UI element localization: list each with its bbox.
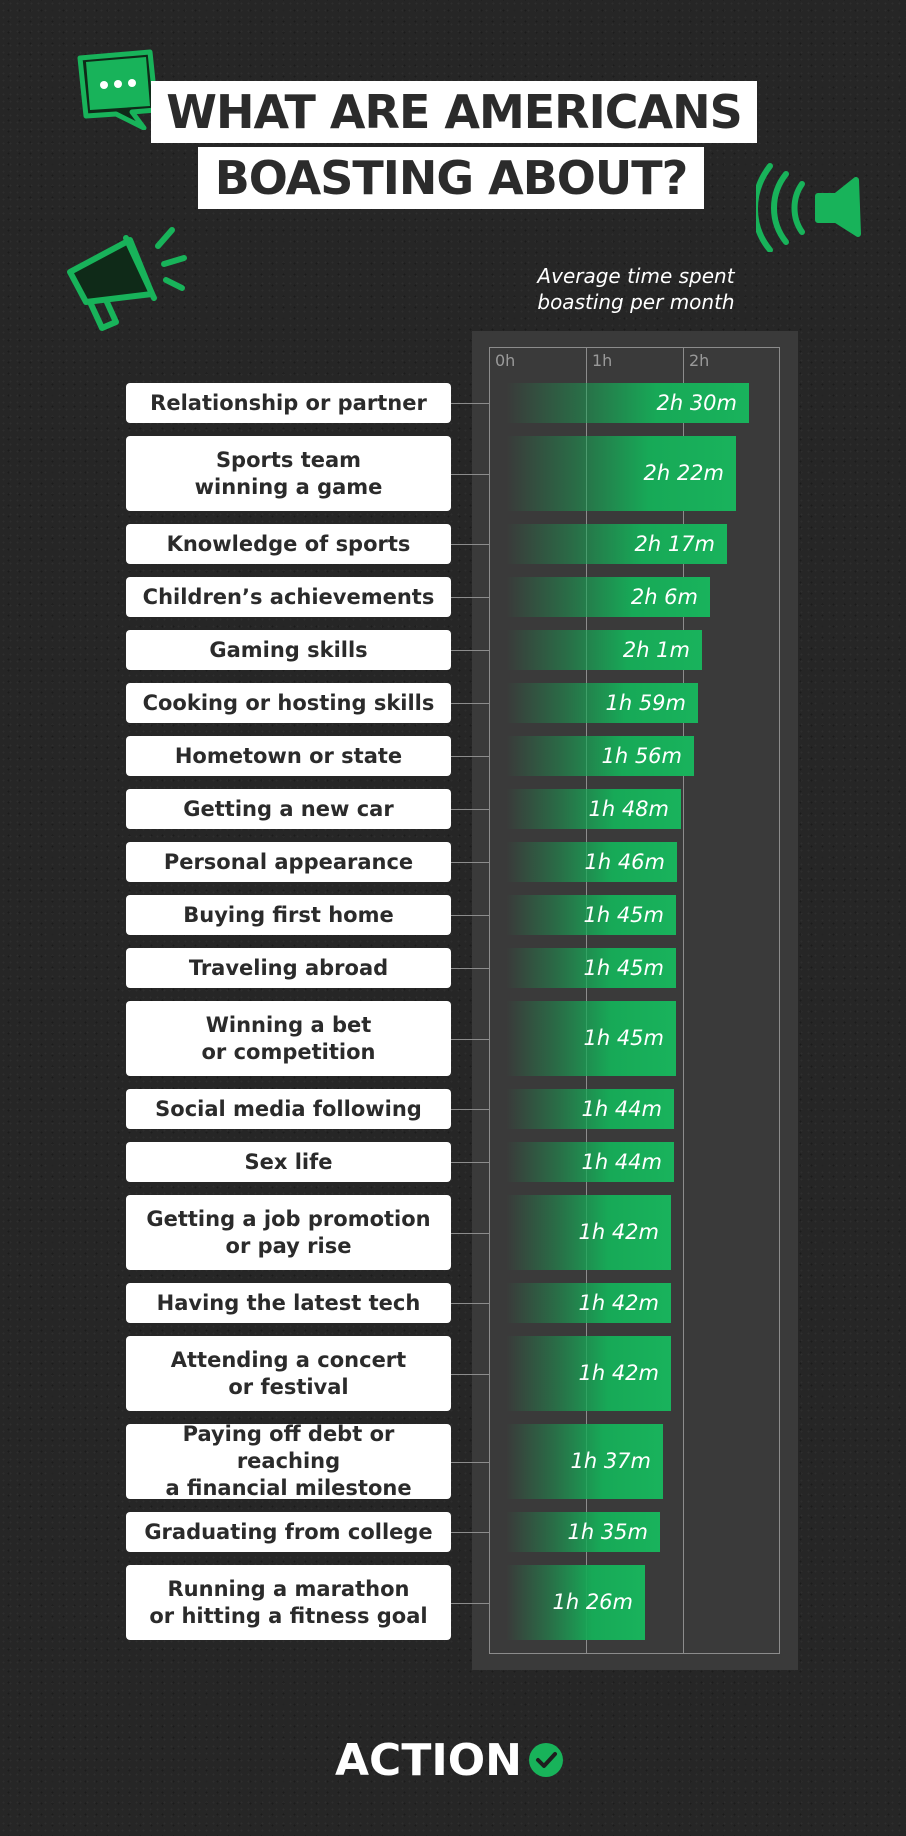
row-connector — [451, 1462, 489, 1463]
bar — [506, 630, 702, 670]
category-label: Sex life — [126, 1142, 451, 1182]
bar-value-label: 1h 59m — [605, 691, 686, 715]
title-line-2: BOASTING ABOUT? — [198, 147, 704, 209]
row-connector — [451, 1532, 489, 1533]
category-label: Personal appearance — [126, 842, 451, 882]
bar-value-label: 2h 1m — [622, 638, 690, 662]
bar — [506, 1089, 674, 1129]
bar-value-label: 1h 42m — [578, 1220, 659, 1244]
check-circle-icon — [528, 1743, 563, 1777]
row-connector — [451, 544, 489, 545]
bar-value-label: 2h 22m — [643, 461, 724, 485]
category-label: Children’s achievements — [126, 577, 451, 617]
row-connector — [451, 1039, 489, 1040]
bar-value-label: 1h 46m — [584, 850, 665, 874]
category-label: Attending a concert or festival — [126, 1336, 451, 1411]
category-label: Hometown or state — [126, 736, 451, 776]
x-tick-label: 2h — [689, 351, 710, 370]
bar — [506, 524, 727, 564]
bar — [506, 436, 736, 511]
category-label: Buying first home — [126, 895, 451, 935]
category-label: Knowledge of sports — [126, 524, 451, 564]
row-connector — [451, 1162, 489, 1163]
bar-value-label: 1h 37m — [570, 1449, 651, 1473]
bar-value-label: 1h 48m — [588, 797, 669, 821]
row-connector — [451, 809, 489, 810]
bar — [506, 1424, 663, 1499]
brand-name: ACTION — [335, 1734, 522, 1786]
bar — [506, 577, 710, 617]
row-connector — [451, 403, 489, 404]
bar — [506, 895, 676, 935]
bar-value-label: 1h 45m — [583, 1026, 664, 1050]
row-connector — [451, 1374, 489, 1375]
category-label: Social media following — [126, 1089, 451, 1129]
row-connector — [451, 756, 489, 757]
brand-logo: ACTION — [335, 1732, 564, 1788]
row-connector — [451, 1303, 489, 1304]
row-connector — [451, 968, 489, 969]
category-label: Cooking or hosting skills — [126, 683, 451, 723]
category-label: Having the latest tech — [126, 1283, 451, 1323]
row-connector — [451, 1109, 489, 1110]
row-connector — [451, 1603, 489, 1604]
bar — [506, 1565, 645, 1640]
category-label: Winning a bet or competition — [126, 1001, 451, 1076]
bar — [506, 1142, 674, 1182]
x-tick-label: 0h — [495, 351, 516, 370]
category-label: Traveling abroad — [126, 948, 451, 988]
bar-value-label: 1h 42m — [578, 1361, 659, 1385]
row-connector — [451, 915, 489, 916]
bar-value-label: 1h 56m — [601, 744, 682, 768]
bar — [506, 683, 698, 723]
bar-value-label: 1h 35m — [567, 1520, 648, 1544]
gridline — [683, 347, 684, 1654]
row-connector — [451, 703, 489, 704]
gridline — [586, 347, 587, 1654]
row-connector — [451, 1233, 489, 1234]
bar-value-label: 2h 30m — [656, 391, 737, 415]
bar-value-label: 1h 44m — [581, 1150, 662, 1174]
bar-value-label: 1h 44m — [581, 1097, 662, 1121]
bar — [506, 383, 749, 423]
megaphone-icon — [67, 227, 187, 331]
x-tick-label: 1h — [592, 351, 613, 370]
bar — [506, 1001, 676, 1076]
speaker-icon — [756, 163, 861, 252]
chart-subtitle: Average time spent boasting per month — [537, 264, 735, 314]
bar-value-label: 2h 17m — [634, 532, 715, 556]
category-label: Getting a new car — [126, 789, 451, 829]
category-label: Graduating from college — [126, 1512, 451, 1552]
bar — [506, 842, 677, 882]
bar-value-label: 1h 42m — [578, 1291, 659, 1315]
bar — [506, 736, 694, 776]
bar-value-label: 2h 6m — [630, 585, 698, 609]
bar — [506, 1195, 671, 1270]
category-label: Running a marathon or hitting a fitness … — [126, 1565, 451, 1640]
row-connector — [451, 474, 489, 475]
category-label: Gaming skills — [126, 630, 451, 670]
row-connector — [451, 597, 489, 598]
bar — [506, 1336, 671, 1411]
category-label: Paying off debt or reaching a financial … — [126, 1422, 451, 1500]
bar — [506, 1512, 660, 1552]
title-line-1: WHAT ARE AMERICANS — [151, 81, 757, 143]
chat-bubble-icon — [77, 49, 159, 130]
category-label: Sports team winning a game — [126, 436, 451, 511]
category-label: Relationship or partner — [126, 383, 451, 423]
bar — [506, 1283, 671, 1323]
bar — [506, 789, 681, 829]
bar-value-label: 1h 45m — [583, 956, 664, 980]
bar-value-label: 1h 26m — [552, 1590, 633, 1614]
bar — [506, 948, 676, 988]
row-connector — [451, 862, 489, 863]
category-label: Getting a job promotion or pay rise — [126, 1195, 451, 1270]
row-connector — [451, 650, 489, 651]
bar-value-label: 1h 45m — [583, 903, 664, 927]
gridline — [489, 347, 490, 1654]
